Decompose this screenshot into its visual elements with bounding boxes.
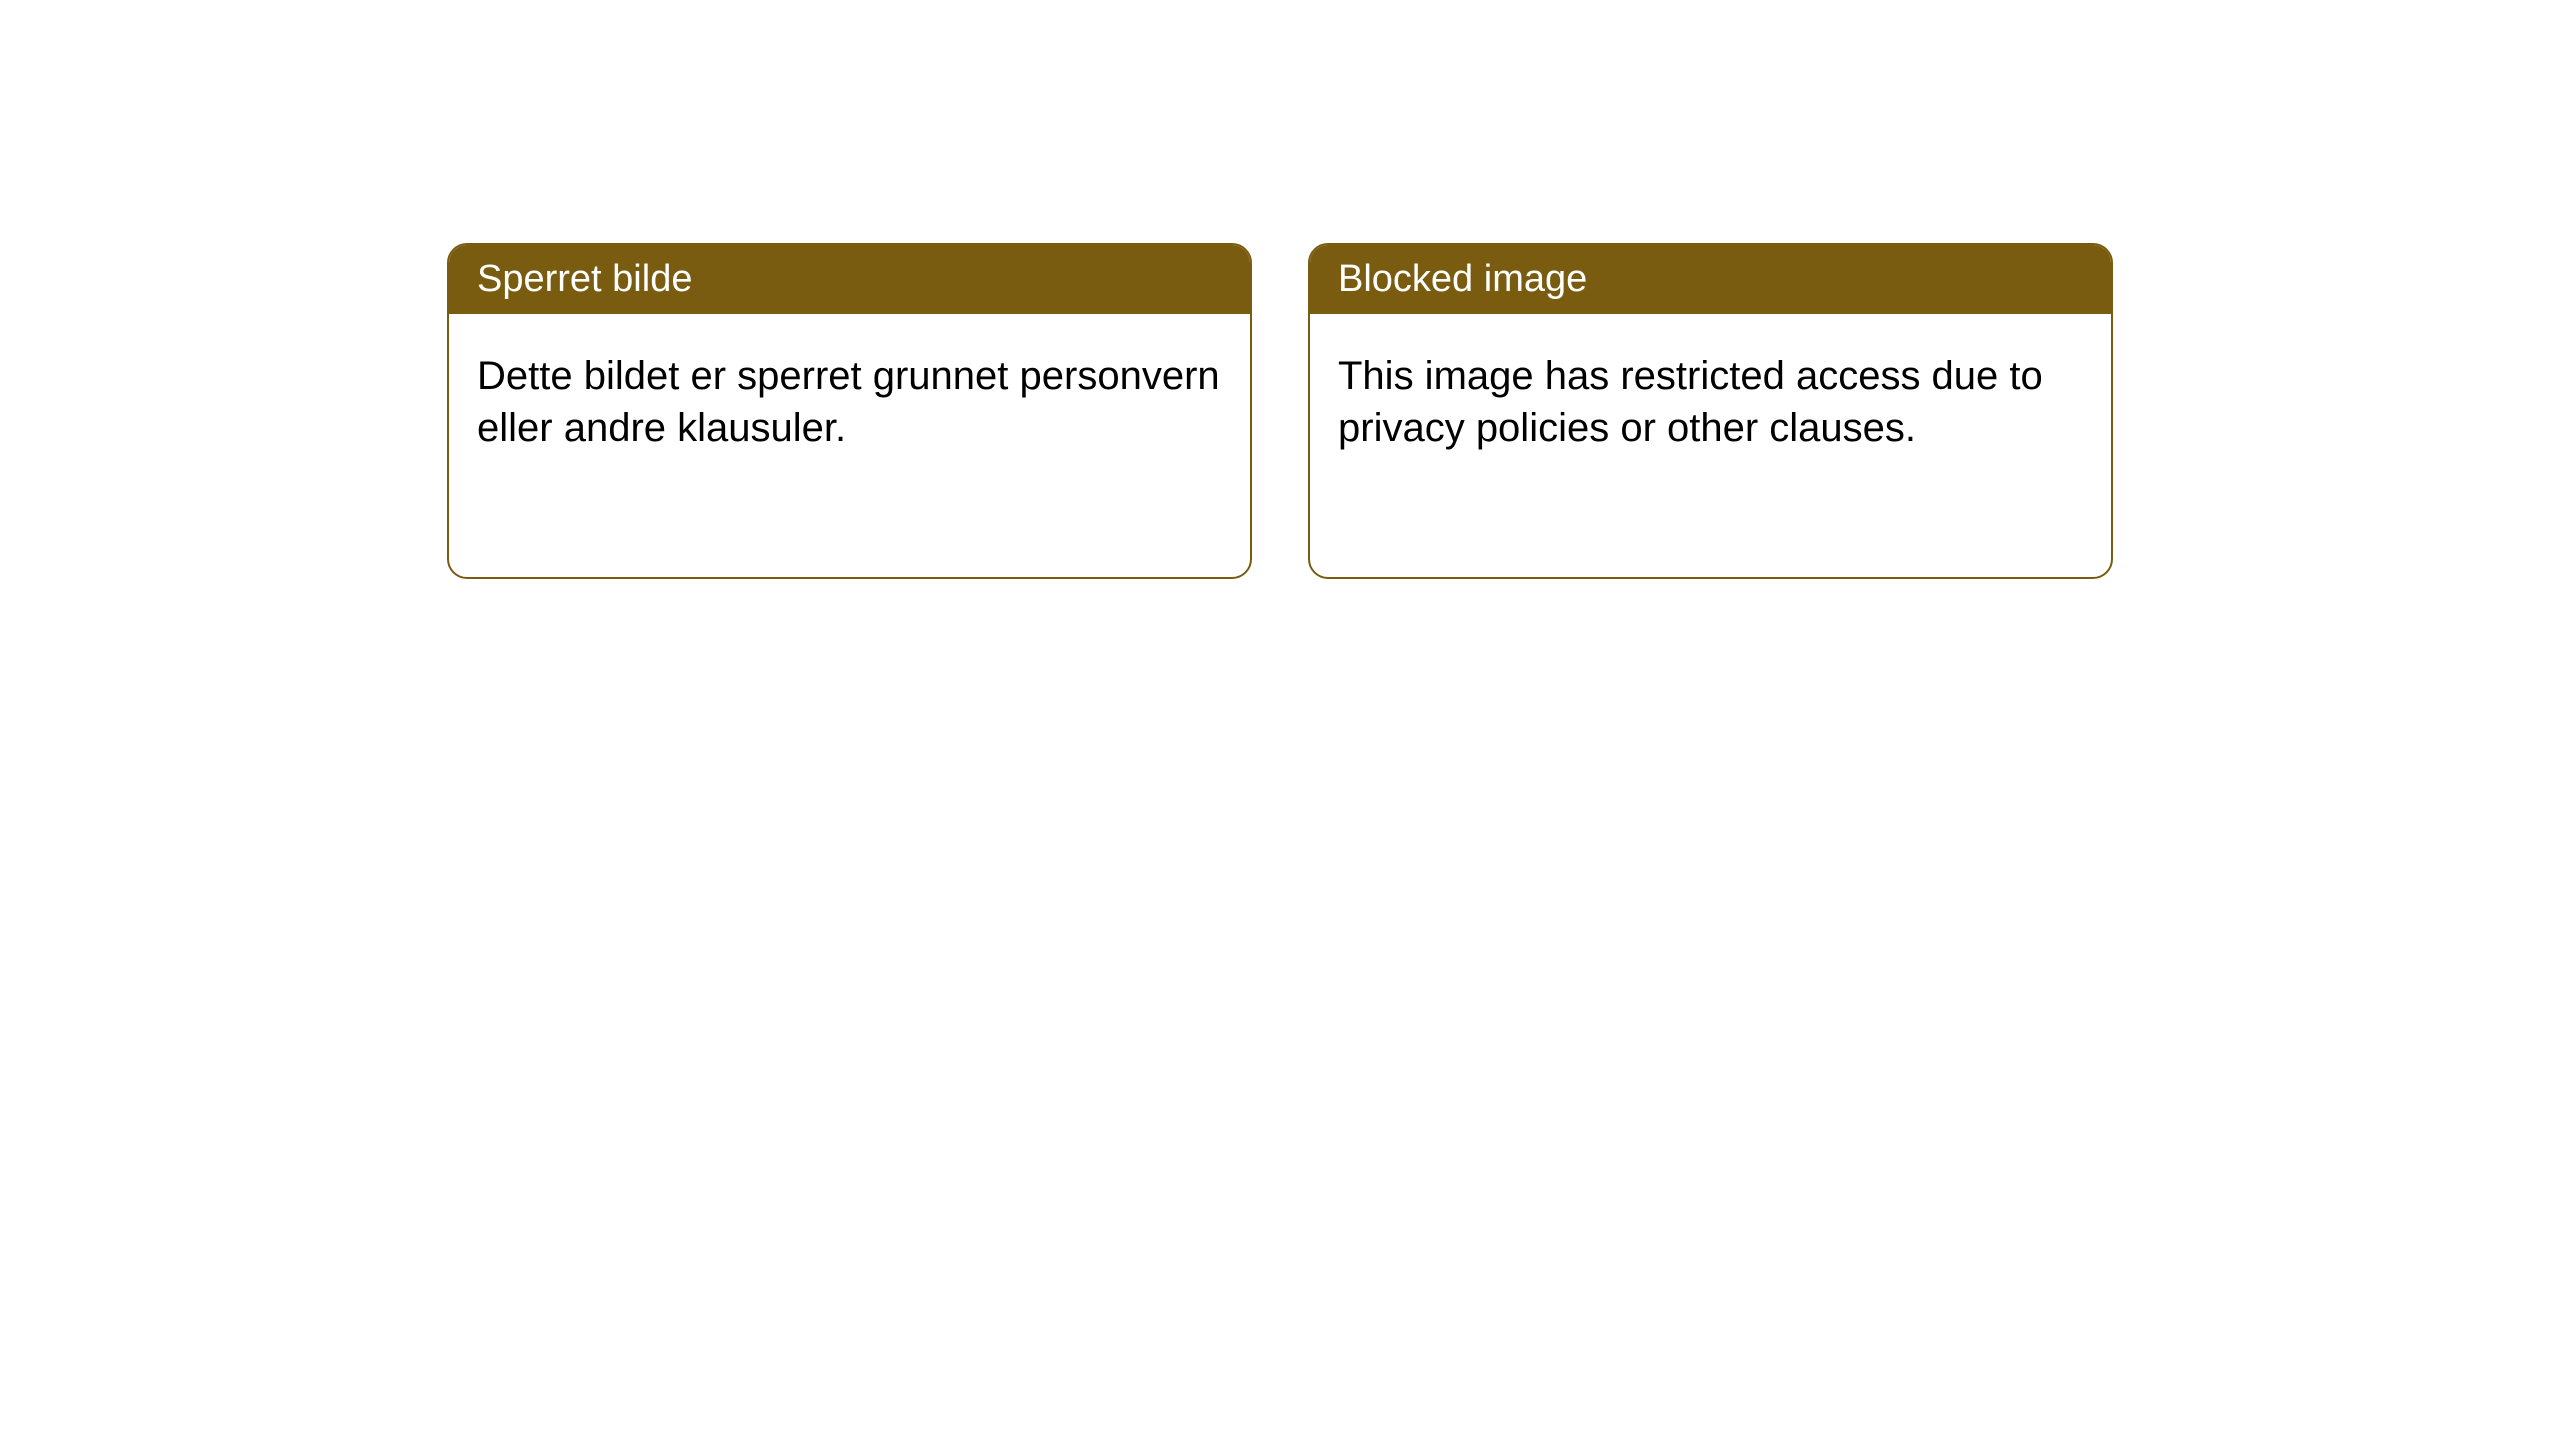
card-body: Dette bildet er sperret grunnet personve… bbox=[449, 314, 1250, 490]
card-body-text: Dette bildet er sperret grunnet personve… bbox=[477, 354, 1220, 450]
blocked-image-card-norwegian: Sperret bilde Dette bildet er sperret gr… bbox=[447, 243, 1252, 579]
card-title: Sperret bilde bbox=[477, 258, 692, 300]
card-body: This image has restricted access due to … bbox=[1310, 314, 2111, 490]
blocked-image-card-english: Blocked image This image has restricted … bbox=[1308, 243, 2113, 579]
card-header: Blocked image bbox=[1310, 245, 2111, 314]
card-body-text: This image has restricted access due to … bbox=[1338, 354, 2043, 450]
card-title: Blocked image bbox=[1338, 258, 1587, 300]
card-header: Sperret bilde bbox=[449, 245, 1250, 314]
notice-container: Sperret bilde Dette bildet er sperret gr… bbox=[0, 0, 2560, 579]
